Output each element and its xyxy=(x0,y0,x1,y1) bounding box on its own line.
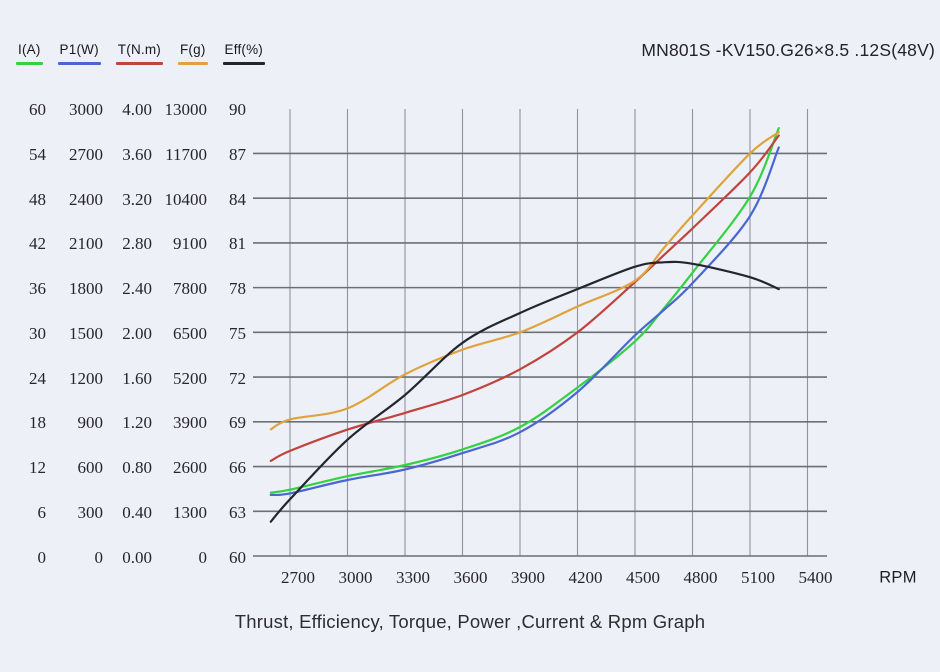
y-tick-Eff(%): 75 xyxy=(229,323,246,343)
legend-label: P1(W) xyxy=(59,42,99,57)
y-tick-T(N.m): 2.40 xyxy=(122,279,152,299)
y-tick-P1(W): 1500 xyxy=(69,323,103,343)
y-tick-P1(W): 900 xyxy=(77,413,104,433)
y-tick-F(g): 5200 xyxy=(173,368,207,388)
legend-color-bar xyxy=(177,62,208,65)
y-tick-P1(W): 1800 xyxy=(69,279,103,299)
y-tick-F(g): 6500 xyxy=(173,323,207,343)
curve-I(A) xyxy=(269,127,780,494)
x-tick-rpm: 4800 xyxy=(683,568,718,587)
x-tick-rpm: 5100 xyxy=(741,568,775,587)
y-tick-T(N.m): 1.20 xyxy=(122,413,152,433)
y-tick-F(g): 9100 xyxy=(173,234,207,254)
legend-color-bar xyxy=(222,62,265,65)
x-tick-rpm: 3300 xyxy=(396,568,430,587)
y-tick-P1(W): 600 xyxy=(77,458,104,478)
curve-F(g) xyxy=(269,131,780,431)
y-tick-T(N.m): 0.00 xyxy=(122,547,152,567)
y-tick-F(g): 7800 xyxy=(173,279,207,299)
y-tick-P1(W): 2100 xyxy=(69,234,103,254)
legend-item: P1(W) xyxy=(57,42,101,65)
y-tick-T(N.m): 2.80 xyxy=(122,234,152,254)
curve-T(N.m) xyxy=(269,134,780,462)
y-tick-T(N.m): 1.60 xyxy=(122,368,152,388)
legend-item: Eff(%) xyxy=(222,42,265,65)
y-tick-F(g): 3900 xyxy=(173,413,207,433)
y-tick-T(N.m): 3.60 xyxy=(122,144,152,164)
y-tick-Eff(%): 66 xyxy=(229,458,246,478)
y-tick-I(A): 0 xyxy=(37,547,47,567)
legend-label: Eff(%) xyxy=(224,42,263,57)
curve-P1(W) xyxy=(269,146,780,497)
y-tick-I(A): 36 xyxy=(29,279,46,299)
y-tick-Eff(%): 84 xyxy=(229,189,246,209)
y-tick-P1(W): 1200 xyxy=(69,368,103,388)
x-tick-rpm: 3900 xyxy=(511,568,545,587)
x-tick-rpm: 2700 xyxy=(281,568,315,587)
x-tick-rpm: 4200 xyxy=(568,568,603,587)
y-tick-F(g): 1300 xyxy=(173,502,207,522)
curve-Eff(%) xyxy=(269,260,780,523)
y-tick-Eff(%): 69 xyxy=(229,413,246,433)
y-tick-P1(W): 3000 xyxy=(69,100,103,120)
legend-item: T(N.m) xyxy=(115,42,163,65)
y-tick-Eff(%): 87 xyxy=(229,144,246,164)
legend-color-bar xyxy=(16,62,43,65)
y-tick-P1(W): 300 xyxy=(77,502,104,522)
legend-item: F(g) xyxy=(177,42,208,65)
y-tick-I(A): 54 xyxy=(29,144,46,164)
legend-color-bar xyxy=(57,62,101,65)
y-tick-Eff(%): 72 xyxy=(229,368,246,388)
y-tick-Eff(%): 60 xyxy=(229,547,246,567)
y-tick-I(A): 12 xyxy=(29,458,46,478)
x-tick-rpm: 5400 xyxy=(798,568,833,587)
x-tick-rpm: 3000 xyxy=(338,568,373,587)
legend-label: F(g) xyxy=(179,42,206,57)
y-tick-I(A): 24 xyxy=(29,368,46,388)
x-tick-rpm: 3600 xyxy=(453,568,488,587)
y-tick-I(A): 60 xyxy=(29,100,46,120)
y-tick-F(g): 11700 xyxy=(165,144,207,164)
x-tick-rpm: 4500 xyxy=(626,568,660,587)
chart-title: MN801S -KV150.G26×8.5 .12S(48V) xyxy=(641,40,935,60)
y-tick-F(g): 2600 xyxy=(173,458,207,478)
legend-color-bar xyxy=(115,62,163,65)
y-tick-T(N.m): 0.40 xyxy=(122,502,152,522)
x-axis-unit-label: RPM xyxy=(879,568,917,587)
y-tick-F(g): 0 xyxy=(198,547,208,567)
legend: I(A) P1(W) T(N.m) F(g) Eff(%) xyxy=(16,42,265,65)
y-tick-I(A): 18 xyxy=(29,413,46,433)
y-tick-Eff(%): 81 xyxy=(229,234,246,254)
y-tick-T(N.m): 0.80 xyxy=(122,458,152,478)
y-tick-Eff(%): 90 xyxy=(229,100,246,120)
y-tick-P1(W): 0 xyxy=(94,547,104,567)
y-tick-T(N.m): 3.20 xyxy=(122,189,152,209)
y-tick-I(A): 30 xyxy=(29,323,46,343)
legend-label: I(A) xyxy=(18,42,41,57)
y-tick-T(N.m): 2.00 xyxy=(122,323,152,343)
y-tick-P1(W): 2700 xyxy=(69,144,103,164)
y-tick-I(A): 42 xyxy=(29,234,46,254)
y-tick-I(A): 48 xyxy=(29,189,46,209)
legend-label: T(N.m) xyxy=(117,42,161,57)
y-tick-I(A): 6 xyxy=(37,502,47,522)
y-tick-F(g): 13000 xyxy=(164,100,208,120)
chart-caption: Thrust, Efficiency, Torque, Power ,Curre… xyxy=(234,611,706,632)
y-tick-Eff(%): 78 xyxy=(229,279,246,299)
y-tick-F(g): 10400 xyxy=(164,189,208,209)
y-tick-Eff(%): 63 xyxy=(229,502,246,522)
y-tick-P1(W): 2400 xyxy=(69,189,103,209)
legend-item: I(A) xyxy=(16,42,43,65)
y-tick-T(N.m): 4.00 xyxy=(122,100,152,120)
